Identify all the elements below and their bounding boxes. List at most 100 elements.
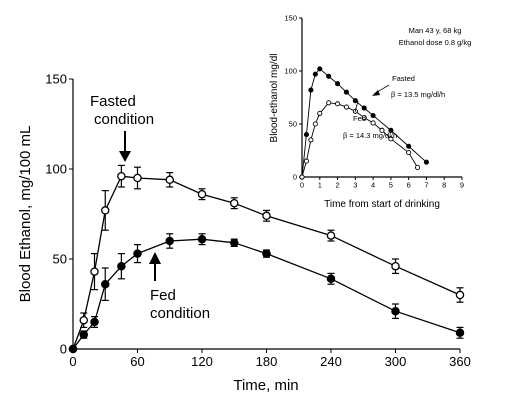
inset-series-fasted-point bbox=[370, 112, 376, 119]
inset-x-tick-label: 3 bbox=[353, 181, 357, 190]
annotation-fed-line1: Fed bbox=[150, 287, 176, 304]
annotation-fed-line2: condition bbox=[150, 305, 210, 322]
inset-arrowhead-fasted bbox=[372, 90, 380, 96]
inset-series-fed-point bbox=[308, 137, 314, 143]
inset-x-tick-label: 9 bbox=[460, 181, 464, 190]
inset-beta-fasted: β = 13.5 mg/dl/h bbox=[391, 90, 445, 99]
main-series-fed-point bbox=[326, 274, 336, 284]
inset-x-tick-label: 0 bbox=[300, 181, 304, 190]
main-series-fed-point bbox=[262, 249, 271, 258]
annotation-fasted: Fasted condition bbox=[90, 93, 154, 162]
main-x-tick-label: 300 bbox=[385, 354, 407, 369]
main-series-fed-point bbox=[117, 261, 126, 271]
inset-series-fed-point bbox=[388, 136, 394, 142]
inset-series-fasted-point bbox=[423, 159, 429, 165]
inset-beta-fed: β = 14.3 mg/dl/h bbox=[343, 131, 397, 140]
main-x-axis-label: Time, min bbox=[233, 377, 298, 394]
inset-series-fasted-point bbox=[326, 73, 332, 79]
inset-series-fed-point bbox=[335, 101, 341, 107]
inset-series-fed bbox=[299, 100, 421, 180]
main-series-fasted-point bbox=[165, 175, 174, 185]
inset-y-tick-label: 100 bbox=[284, 67, 297, 76]
main-series-fasted-point bbox=[326, 231, 336, 240]
main-series-fasted-point bbox=[101, 206, 110, 215]
inset-series-fed-point bbox=[415, 164, 421, 171]
inset-arrow-fed bbox=[354, 100, 359, 113]
annotation-fasted-arrowhead bbox=[119, 151, 131, 162]
main-y-tick-label: 100 bbox=[45, 162, 67, 177]
main-y-tick-label: 0 bbox=[60, 342, 67, 357]
main-series-fed-point bbox=[101, 279, 110, 289]
main-series-fasted-point bbox=[455, 290, 465, 300]
main-x-tick-label: 0 bbox=[69, 354, 76, 369]
inset-series-fed-point bbox=[326, 100, 332, 106]
inset-x-tick-label: 8 bbox=[442, 181, 446, 190]
inset-label-fasted: Fasted bbox=[392, 74, 415, 83]
main-series-fed bbox=[68, 233, 465, 354]
inset-series-fed-point bbox=[317, 110, 323, 116]
inset-series-fed-point bbox=[379, 127, 385, 133]
inset-series-fed-point bbox=[343, 104, 349, 110]
main-series-fed-point bbox=[455, 328, 465, 338]
inset-y-tick-label: 0 bbox=[293, 173, 297, 182]
main-series-fasted-point bbox=[133, 173, 142, 183]
inset-chart: 0 1 2 3 4 5 6 7 8 9 0 50 100 150 Time from start of d… bbox=[269, 14, 471, 210]
main-x-tick-label: 120 bbox=[191, 354, 213, 369]
main-series-fasted-point bbox=[90, 267, 99, 276]
main-series-fed-point bbox=[229, 238, 239, 248]
main-series-fasted-point bbox=[117, 171, 126, 181]
main-series-fasted-point bbox=[79, 315, 89, 325]
main-y-tick-label: 50 bbox=[53, 252, 67, 267]
inset-x-tick-label: 1 bbox=[318, 181, 322, 190]
inset-series-fasted-point bbox=[343, 89, 349, 95]
inset-series-fasted-point bbox=[406, 143, 412, 149]
main-x-tick-label: 180 bbox=[256, 354, 278, 369]
inset-series bbox=[299, 66, 429, 180]
inset-series-fed-point bbox=[303, 158, 309, 164]
main-series-fed-point bbox=[133, 249, 142, 258]
annotation-fed-arrowhead bbox=[149, 252, 161, 264]
inset-series-fasted-point bbox=[303, 132, 309, 138]
inset-x-tick-label: 5 bbox=[389, 181, 393, 190]
main-series-fed-point bbox=[90, 317, 99, 327]
inset-info-line1: Man 43 y, 68 kg bbox=[409, 26, 462, 35]
main-series-fasted-point bbox=[229, 198, 239, 208]
inset-info-line2: Ethanol dose 0.8 g/kg bbox=[399, 38, 472, 47]
inset-series-fed-point bbox=[370, 120, 376, 126]
main-series-fasted-point bbox=[262, 211, 271, 221]
inset-label-fed: Fed bbox=[353, 114, 366, 123]
annotation-fasted-line1: Fasted bbox=[90, 93, 136, 110]
main-x-tick-label: 240 bbox=[320, 354, 342, 369]
main-x-tick-label: 360 bbox=[449, 354, 471, 369]
main-x-tick-label: 60 bbox=[130, 354, 144, 369]
annotation-fasted-line2: condition bbox=[94, 111, 154, 128]
inset-series-fed-point bbox=[312, 121, 318, 127]
main-y-axis-label: Blood Ethanol, mg/100 mL bbox=[17, 126, 34, 303]
inset-x-axis-label: Time from start of drinking bbox=[324, 199, 440, 210]
inset-series-fasted bbox=[299, 66, 429, 180]
inset-x-tick-label: 2 bbox=[335, 181, 339, 190]
inset-series-fasted-point bbox=[388, 127, 394, 133]
inset-series-fasted-point bbox=[361, 105, 367, 111]
inset-series-fasted-point bbox=[312, 71, 318, 77]
inset-x-tick-label: 6 bbox=[407, 181, 411, 190]
main-series-fed-point bbox=[68, 344, 78, 354]
main-series-fasted-point bbox=[197, 189, 207, 199]
inset-y-tick-label: 150 bbox=[284, 14, 297, 23]
main-series-fed-point bbox=[391, 306, 400, 316]
main-series-fed-point bbox=[197, 234, 207, 244]
inset-x-tick-label: 7 bbox=[424, 181, 428, 190]
main-series-fed-point bbox=[79, 330, 89, 339]
inset-series-fasted-line bbox=[301, 68, 427, 178]
inset-series-fasted-point bbox=[335, 81, 341, 87]
inset-series-fasted-point bbox=[352, 98, 358, 104]
inset-y-axis-label: Blood-ethanol mg/dl bbox=[269, 54, 280, 143]
inset-series-fed-point bbox=[361, 115, 367, 121]
main-series-fasted bbox=[68, 164, 465, 354]
main-series bbox=[68, 164, 465, 354]
inset-y-tick-label: 50 bbox=[289, 120, 297, 129]
inset-series-fed-point bbox=[406, 150, 412, 156]
